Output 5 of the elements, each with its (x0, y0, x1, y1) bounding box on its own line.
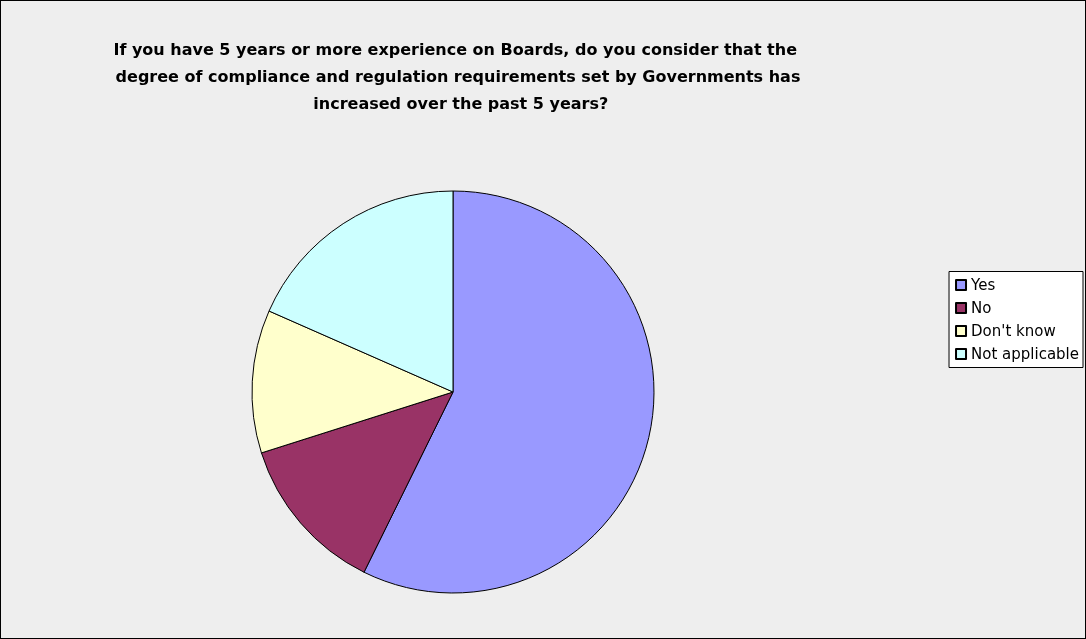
legend-label: No (971, 299, 992, 317)
legend-label: Don't know (971, 322, 1056, 340)
chart-title: If you have 5 years or more experience on Boards, do you consider that the degree of compliance and regulation requirements set by Governments has increased over the past 5 years? (113, 40, 803, 113)
legend-label: Not applicable (971, 345, 1080, 363)
legend-label: Yes (970, 276, 996, 294)
